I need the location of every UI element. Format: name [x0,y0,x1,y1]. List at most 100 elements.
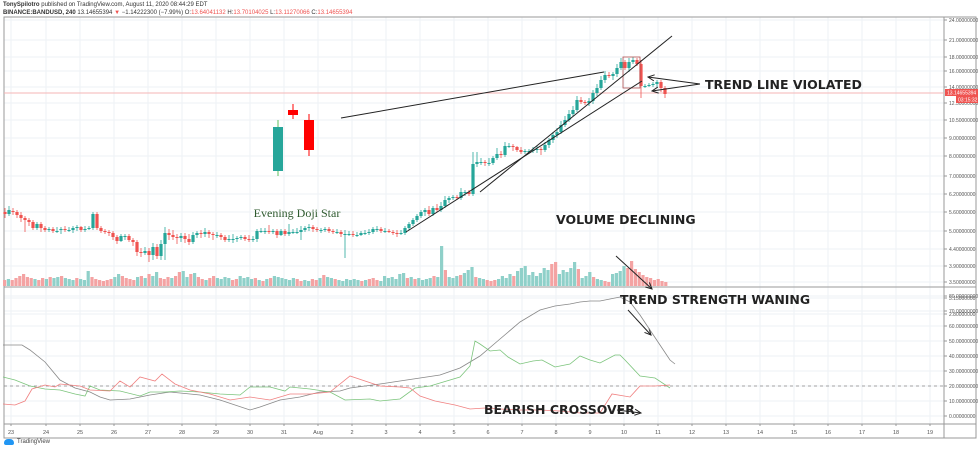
volume-bar [204,280,208,286]
volume-bar [436,277,440,286]
volume-bar [314,280,318,286]
volume-bar [48,277,52,286]
volume-bar [117,274,121,286]
volume-bar [652,280,656,286]
volume-bar [633,269,637,286]
volume-bar [573,262,577,286]
annotation-arrow[interactable] [616,409,642,414]
volume-bar [170,278,174,286]
candle-body [451,197,455,198]
publish-line: TonySpilotro published on TradingView.co… [3,1,352,9]
arrowhead-icon [645,282,653,290]
volume-bar [25,277,29,286]
annotation-arrow[interactable] [651,83,701,92]
volume-bar [219,279,223,286]
time-axis-label: 3 [384,430,387,436]
volume-bar [124,278,128,286]
candle-body [31,222,35,228]
candle-body [259,231,263,232]
chart-header: TonySpilotro published on TradingView.co… [3,1,352,17]
volume-bar [535,276,539,286]
price-axis-label: 3.90000000 [949,264,976,270]
candle-body [463,192,467,193]
annotation-arrow[interactable] [647,76,701,85]
volume-bar [516,271,520,286]
volume-bar [367,279,371,286]
volume-bar [371,278,375,286]
volume-bar [200,279,204,286]
volume-bar [421,280,425,286]
volume-bar [584,276,588,286]
trend-line[interactable] [479,35,673,193]
candle-body [43,228,47,230]
price-axis-label: 3.50000000 [949,280,976,286]
volume-bar [52,278,56,286]
time-axis-label: 13 [723,430,729,436]
candle-body [295,232,299,233]
price-axis-label: 5.00000000 [949,229,976,235]
volume-bar [329,278,333,286]
volume-bar [607,282,611,286]
candle-body [27,220,31,222]
candle-body [411,220,415,224]
candle-body [483,162,487,163]
candle-body [503,146,507,155]
high-label: H: [227,10,234,16]
publisher-name[interactable]: TonySpilotro [3,2,40,8]
candle-body [223,237,227,240]
candle-body [519,150,523,152]
volume-bar [272,276,276,286]
volume-bar [71,280,75,286]
volume-bar [162,279,166,286]
candle-body [115,237,119,241]
candle-body [167,233,171,235]
volume-bar [257,280,261,286]
volume-bar [56,277,60,286]
volume-bar [250,279,254,286]
volume-bar [98,280,102,286]
close-label: C: [311,10,318,16]
volume-bar [375,280,379,286]
close-value: 13.14655394 [317,10,353,16]
volume-bar [474,277,478,286]
candle-body [523,151,527,152]
candle-body [211,234,215,235]
candle-body [383,231,387,232]
volume-bar [284,279,288,286]
candle-body [59,229,63,230]
volume-bar [645,277,649,286]
volume-bar [295,279,299,286]
indicator-line-di [2,340,671,402]
candle-body [55,231,59,232]
tradingview-logo[interactable]: TradingView [4,439,50,445]
candle-body [403,228,407,233]
volume-bar [405,278,409,286]
candle-body [203,232,207,234]
volume-bar [234,279,238,286]
candle-body [355,235,359,236]
candle-body [219,235,223,237]
candle-body [227,239,231,240]
volume-bar [576,269,580,286]
candle-body [535,149,539,150]
volume-bar [280,278,284,286]
candle-body [283,231,287,234]
candle-body [427,210,431,214]
candle-body [515,147,519,150]
candle-body [127,236,131,240]
candle-body [47,229,51,230]
annotation-arrow[interactable] [615,255,653,290]
candle-body [175,237,179,238]
candle-body [391,232,395,233]
volume-bar [132,280,136,286]
volume-bar [542,268,546,286]
volume-bar [428,278,432,286]
chart-frame [3,16,977,439]
volume-bar [660,281,664,286]
countdown-badge-text: 03:15:32 [958,98,978,104]
trend-line[interactable] [340,71,605,119]
candle-body [195,233,199,235]
volume-bar [481,279,485,286]
annotation-arrow[interactable] [627,309,652,336]
